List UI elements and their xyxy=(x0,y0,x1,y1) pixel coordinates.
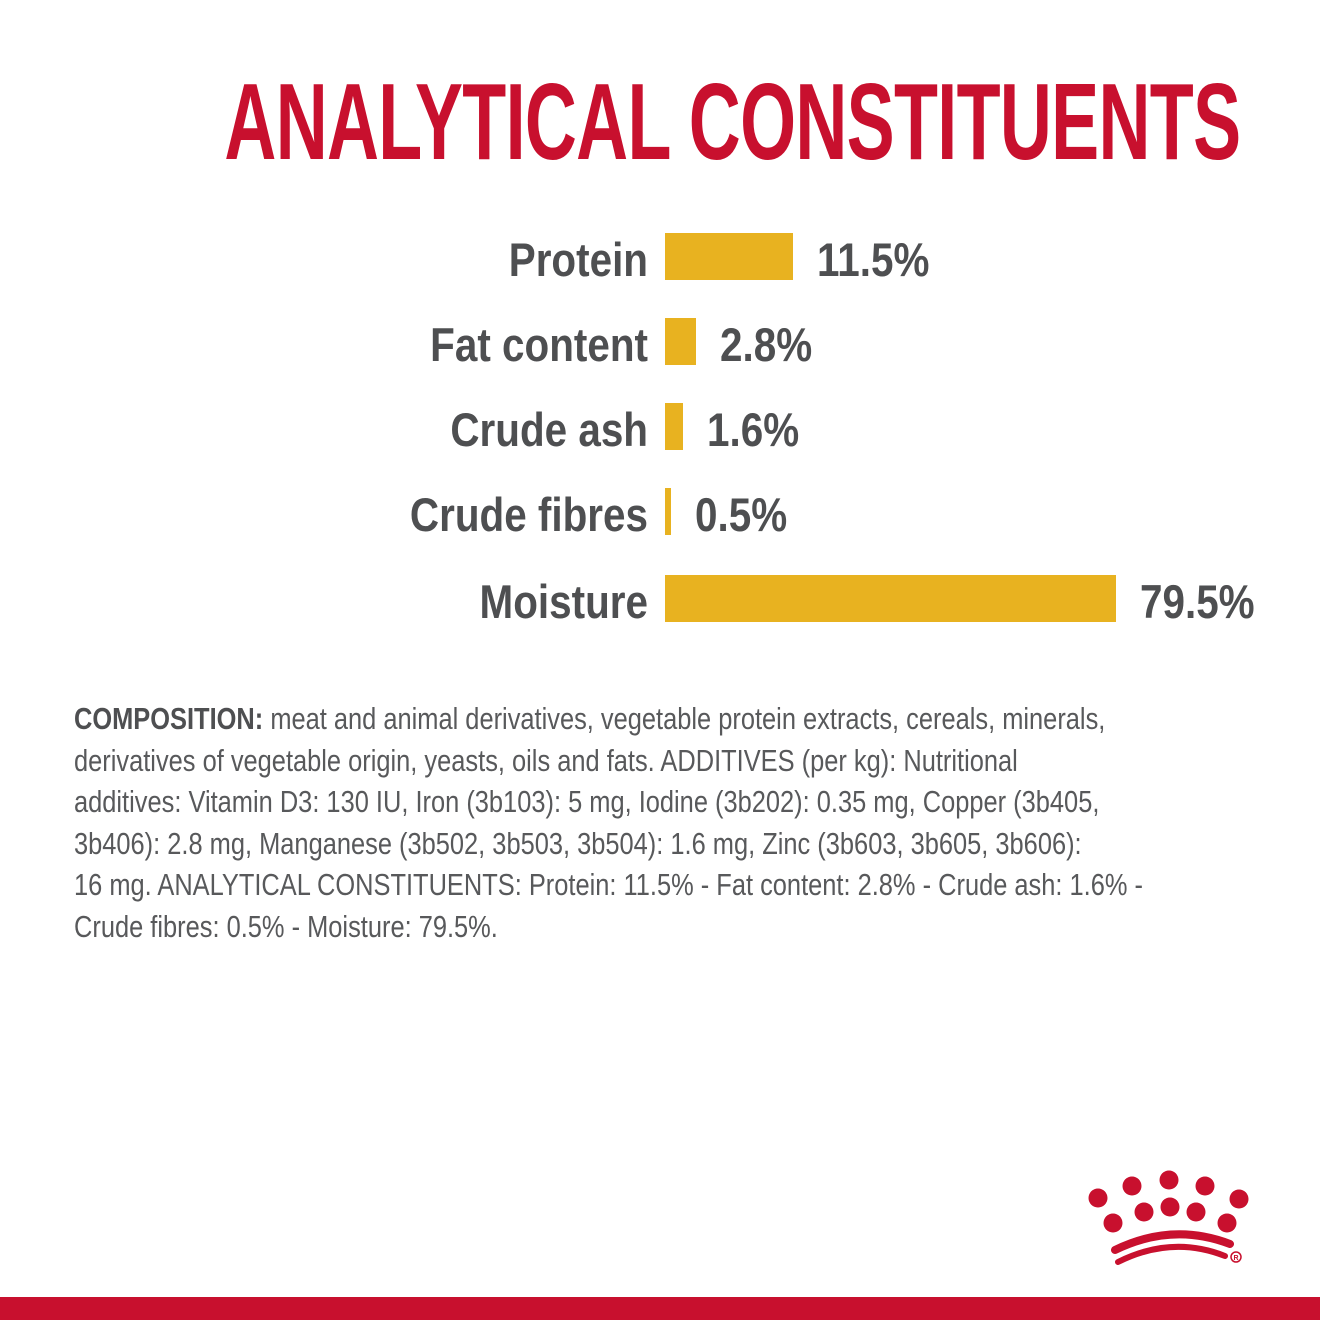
bar-label: Crude ash xyxy=(450,403,648,456)
value-bar xyxy=(665,488,671,535)
chart-row-moisture: Moisture 79.5% xyxy=(0,575,1320,628)
composition-heading: COMPOSITION: xyxy=(74,701,264,736)
bar-value: 1.6% xyxy=(707,403,800,456)
composition-line: additives: Vitamin D3: 130 IU, Iron (3b1… xyxy=(74,784,1100,819)
composition-line: COMPOSITION: meat and animal derivatives… xyxy=(74,701,1106,736)
composition-line: 3b406): 2.8 mg, Manganese (3b502, 3b503,… xyxy=(74,825,1082,861)
bottom-red-bar xyxy=(0,1297,1320,1320)
chart-row-crude-ash: Crude ash 1.6% xyxy=(0,403,1320,456)
composition-line: 16 mg. ANALYTICAL CONSTITUENTS: Protein:… xyxy=(74,867,1143,902)
composition-line: Crude fibres: 0.5% - Moisture: 79.5%. xyxy=(74,908,498,944)
registered-trademark-icon: R xyxy=(1230,1251,1242,1263)
composition-line: derivatives of vegetable origin, yeasts,… xyxy=(74,742,1018,778)
chart-row-fat-content: Fat content 2.8% xyxy=(0,318,1320,371)
bar-label: Crude fibres xyxy=(409,488,648,541)
value-bar xyxy=(665,233,793,280)
page-title: ANALYTICAL CONSTITUENTS xyxy=(224,61,1241,183)
analytical-constituents-chart: Protein 11.5% Fat content 2.8% Crude ash… xyxy=(0,233,1320,628)
bar-value: 0.5% xyxy=(695,488,788,541)
bar-label: Moisture xyxy=(479,575,648,628)
bar-value: 2.8% xyxy=(720,318,813,371)
value-bar xyxy=(665,318,696,365)
value-bar xyxy=(665,575,1116,622)
value-bar xyxy=(665,403,683,450)
composition-text: COMPOSITION: meat and animal derivatives… xyxy=(74,698,1143,947)
chart-row-crude-fibres: Crude fibres 0.5% xyxy=(0,488,1320,541)
chart-row-protein: Protein 11.5% xyxy=(0,233,1320,286)
bar-value: 79.5% xyxy=(1140,575,1255,628)
bar-value: 11.5% xyxy=(817,233,930,286)
royal-canin-crown-logo: R xyxy=(1088,1170,1249,1265)
bar-label: Fat content xyxy=(430,318,648,371)
bar-label: Protein xyxy=(508,233,648,286)
svg-text:R: R xyxy=(1233,1255,1238,1262)
